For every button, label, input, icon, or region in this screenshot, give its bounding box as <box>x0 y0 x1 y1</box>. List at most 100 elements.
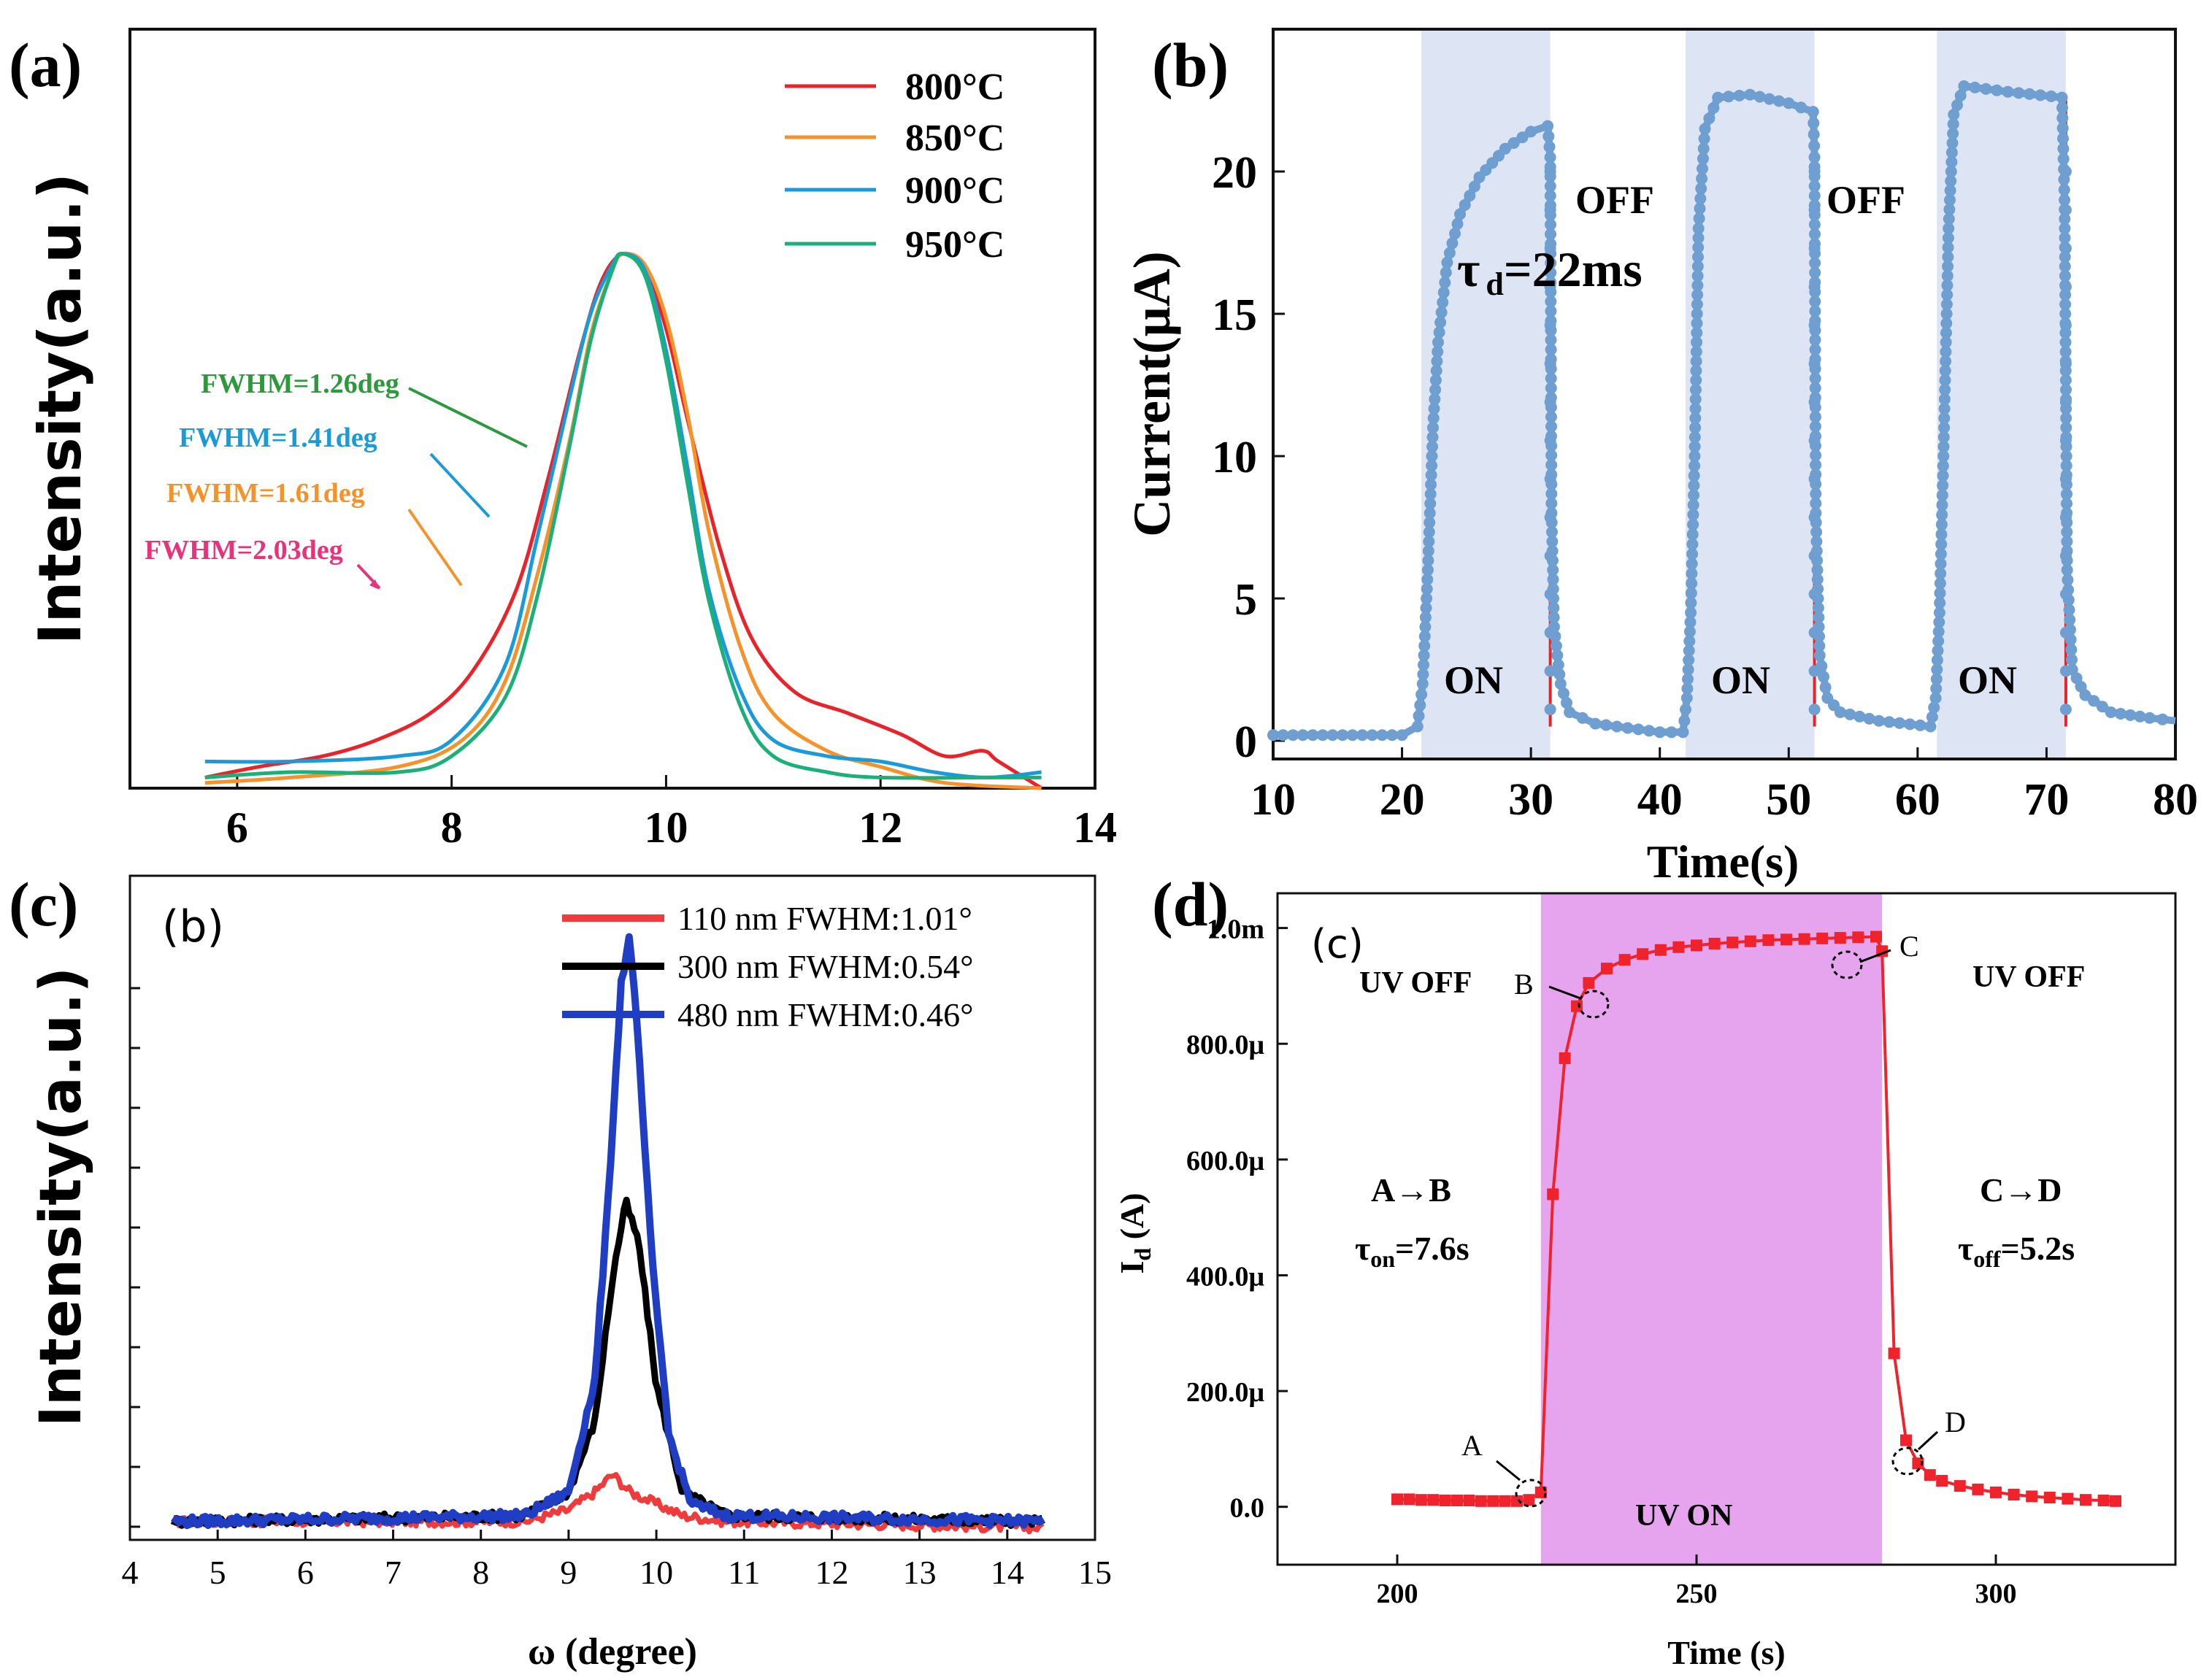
panel-b-marker-267 <box>1810 526 1823 538</box>
panel-b-marker-342 <box>1941 270 1953 282</box>
panel-c-x-axis-label: ω (degree) <box>528 1631 697 1673</box>
annotation-fwhm-203: FWHM=2.03deg <box>145 535 343 566</box>
y-label-unit: (A) <box>1113 1192 1150 1247</box>
panel-b-marker-312 <box>1935 558 1947 570</box>
panel-b-marker-155 <box>1682 673 1694 685</box>
panel-b-off-marker-2-2000 <box>2059 166 2072 177</box>
panel-a-frame <box>128 28 1096 790</box>
panel-b-ytick-label-1: 5 <box>1234 575 1257 625</box>
panel-b-marker-49 <box>1429 384 1442 396</box>
panel-b-marker-263 <box>1810 488 1822 500</box>
panel-b-marker-376 <box>2057 142 2070 155</box>
panel-d-ytick-label-2: 400.0μ <box>1186 1261 1265 1292</box>
panel-a: (a) 6 8 10 12 14 Intensity(a.u.) 800°C 850°C… <box>9 28 1117 852</box>
panel-b-off-marker-1-2000 <box>1808 166 1821 177</box>
panel-b-markers <box>1267 80 2169 741</box>
panel-d-marker-26 <box>1762 934 1775 947</box>
panel-b-marker-232 <box>1808 190 1821 202</box>
panel-b-marker-69 <box>1464 190 1476 202</box>
panel-b-marker-336 <box>1940 327 1952 339</box>
panel-b-ytick-label-4: 20 <box>1212 148 1257 198</box>
panel-b-marker-350 <box>1944 194 1956 206</box>
panel-d-marker-47 <box>2097 1495 2110 1506</box>
panel-b-marker-424 <box>2063 604 2075 616</box>
panel-b-marker-220 <box>1763 93 1775 105</box>
panel-b-marker-13 <box>1396 729 1408 741</box>
panel-b-marker-190 <box>1691 336 1702 348</box>
panel-b-marker-14 <box>1411 720 1424 733</box>
panel-b-marker-268 <box>1810 536 1823 547</box>
panel-b-marker-408 <box>2060 450 2072 462</box>
panel-d-marker-41 <box>1990 1486 2002 1498</box>
panel-b-marker-204 <box>1694 202 1706 215</box>
panel-b-xtick-label-1: 20 <box>1380 775 1425 825</box>
panel-b-off-marker-0-245 <box>1544 665 1556 677</box>
panel-b-marker-297 <box>1928 701 1940 714</box>
panel-b-marker-211 <box>1698 133 1710 145</box>
panel-b: (b) 10 20 30 40 50 60 70 80 0 5 10 15 20 Time(s) Cur… <box>1123 28 2198 887</box>
panel-b-marker-113 <box>1545 449 1558 461</box>
panel-c-xtick-label-7: 11 <box>728 1554 760 1591</box>
panel-b-xtick-label-3: 40 <box>1637 775 1683 825</box>
panel-b-marker-344 <box>1942 251 1954 263</box>
tau-off-symbol: τ <box>1958 1230 1973 1267</box>
panel-b-marker-318 <box>1936 499 1948 511</box>
panel-b-label: (b) <box>1152 30 1229 100</box>
panel-b-marker-158 <box>1683 644 1695 657</box>
panel-b-marker-307 <box>1933 606 1945 619</box>
panel-d-marker-24 <box>1726 936 1739 949</box>
panel-b-marker-185 <box>1689 384 1702 396</box>
panel-b-off-marker-2-1190 <box>2059 396 2072 408</box>
panel-b-marker-16 <box>1414 699 1426 712</box>
panel-c-xtick-label-2: 6 <box>297 1554 314 1591</box>
panel-b-marker-374 <box>2056 122 2069 134</box>
panel-b-marker-141 <box>1576 712 1588 724</box>
panel-d-uv-on-region <box>1540 893 1883 1565</box>
panel-c-xtick-label-1: 5 <box>210 1554 226 1591</box>
panel-b-marker-353 <box>1945 166 1957 177</box>
panel-b-marker-86 <box>1544 190 1556 202</box>
panel-b-marker-180 <box>1689 431 1701 443</box>
panel-d-ytick-label-5: 1.0m <box>1207 914 1264 945</box>
panel-b-on-window-0 <box>1421 29 1551 759</box>
panel-d-frame <box>1276 892 2177 1566</box>
panel-b-marker-397 <box>2059 346 2072 358</box>
panel-c-xtick-label-9: 13 <box>903 1554 937 1591</box>
marker-label-b: B <box>1514 968 1534 1001</box>
panel-b-marker-393 <box>2059 308 2072 320</box>
panel-b-marker-363 <box>1969 81 1981 93</box>
panel-b-marker-60 <box>1439 277 1451 289</box>
panel-b-marker-352 <box>1945 175 1957 187</box>
panel-b-marker-6 <box>1326 729 1339 741</box>
panel-b-marker-371 <box>2056 91 2068 104</box>
panel-b-marker-67 <box>1454 208 1466 220</box>
panel-b-marker-35 <box>1424 517 1436 528</box>
panel-b-marker-23 <box>1418 631 1431 642</box>
panel-b-marker-75 <box>1499 142 1511 155</box>
label-tau-on: τon=7.6s <box>1355 1230 1470 1272</box>
panel-d-marker-11 <box>1523 1494 1535 1506</box>
panel-b-marker-78 <box>1525 126 1537 138</box>
panel-b-ytick-label-3: 15 <box>1212 290 1257 340</box>
panel-c-xtick-label-8: 12 <box>815 1554 848 1591</box>
panel-b-xtick-label-4: 50 <box>1766 775 1811 825</box>
panel-b-marker-303 <box>1932 644 1944 657</box>
panel-b-marker-289 <box>1863 712 1875 725</box>
panel-b-marker-357 <box>1947 128 1959 139</box>
panel-b-marker-425 <box>2064 614 2076 626</box>
panel-b-marker-146 <box>1632 723 1645 736</box>
panel-b-marker-188 <box>1690 355 1702 367</box>
panel-b-marker-316 <box>1935 518 1948 531</box>
panel-b-marker-201 <box>1692 232 1705 244</box>
panel-b-marker-315 <box>1935 528 1948 541</box>
panel-d-annotations: UV OFF UV OFF UV ON A→B τon=7.6s C→D τof… <box>1355 930 2085 1533</box>
panel-b-marker-33 <box>1423 536 1435 547</box>
panel-b-marker-439 <box>2134 710 2146 723</box>
panel-b-marker-166 <box>1686 567 1698 579</box>
panel-b-off-marker-0-1325 <box>1544 358 1556 370</box>
panel-d-marker-46 <box>2080 1494 2091 1506</box>
panel-b-marker-385 <box>2059 232 2071 244</box>
panel-b-marker-205 <box>1694 193 1707 205</box>
panel-b-marker-59 <box>1437 286 1450 298</box>
panel-b-marker-56 <box>1434 316 1447 328</box>
